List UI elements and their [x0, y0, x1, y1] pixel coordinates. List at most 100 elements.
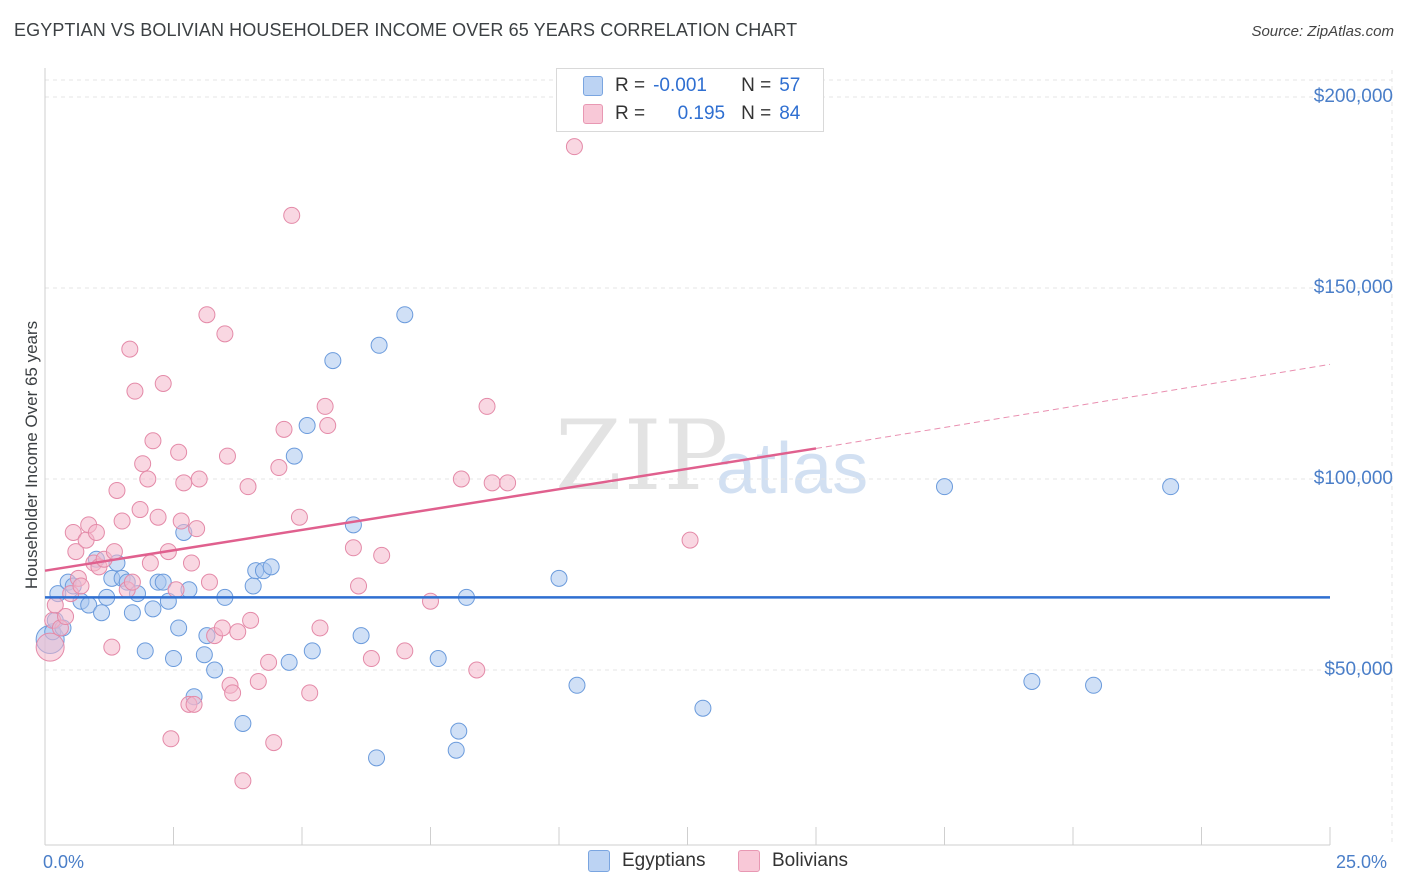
bolivians-point-4	[57, 608, 75, 626]
bolivians-point-58	[275, 420, 293, 438]
bolivians-point-64	[319, 417, 337, 435]
bolivians-point-65	[344, 539, 362, 557]
bolivians-point-42	[198, 306, 216, 324]
bolivians-point-69	[396, 642, 414, 660]
legend-row-bolivians: R = 0.195 N = 84	[583, 101, 800, 127]
watermark-atlas: atlas	[716, 429, 869, 509]
egyptians-point-37	[280, 653, 298, 671]
bolivians-point-22	[123, 573, 141, 591]
bolivians-trend-line	[44, 447, 817, 572]
egyptians-point-51	[550, 569, 568, 587]
egyptians-point-23	[165, 650, 182, 668]
bolivians-point-40	[188, 520, 206, 538]
bolivians-point-56	[265, 734, 283, 752]
bolivians-point-25	[134, 455, 152, 473]
bolivians-point-54	[249, 672, 267, 690]
bolivians-point-32	[162, 730, 180, 748]
egyptians-point-38	[285, 447, 303, 465]
bolivians-point-53	[242, 611, 260, 629]
bolivians-point-26	[139, 470, 157, 488]
egyptians-point-56	[1085, 676, 1103, 694]
bolivians-point-21	[121, 340, 139, 358]
bolivians-point-57	[270, 459, 288, 477]
legend-n-label: N =	[741, 103, 772, 124]
legend-n-value: 84	[779, 103, 801, 124]
bolivians-point-50	[229, 623, 247, 641]
egyptians-point-33	[244, 577, 262, 595]
legend-swatch-egyptians	[583, 76, 603, 96]
egyptians-point-44	[368, 749, 386, 767]
x-tick-label-min: 0.0%	[43, 852, 85, 872]
bolivians-point-63	[316, 397, 334, 415]
x-tick-label-max: 25.0%	[1336, 852, 1388, 872]
egyptians-point-48	[447, 741, 465, 759]
watermark-zip: ZIP	[555, 400, 731, 512]
bolivians-point-52	[239, 478, 257, 496]
egyptians-point-54	[936, 478, 953, 496]
bolivians-point-27	[141, 554, 159, 572]
bolivians-point-9	[72, 577, 90, 595]
bolivians-point-17	[105, 543, 123, 561]
bolivians-point-67	[362, 650, 380, 668]
bolivians-point-60	[290, 508, 308, 526]
bolivians-point-16	[103, 638, 121, 656]
bolivians-point-35	[172, 512, 190, 530]
bolivians-point-73	[478, 397, 496, 415]
bolivians-point-7	[67, 543, 85, 561]
egyptians-point-10	[93, 604, 111, 622]
egyptians-point-46	[396, 306, 414, 324]
bolivians-point-49	[224, 684, 242, 702]
egyptians-point-49	[450, 722, 468, 740]
bolivians-point-34	[170, 443, 188, 461]
bolivians-point-24	[131, 501, 149, 519]
bolivians-point-62	[311, 619, 329, 637]
bolivians-point-77	[681, 531, 699, 549]
bolivians-point-28	[144, 432, 162, 450]
bolivians-point-61	[301, 684, 319, 702]
legend-r-label: R =	[615, 75, 646, 96]
bolivians-point-6	[64, 523, 82, 541]
egyptians-point-57	[1162, 478, 1180, 496]
bolivians-point-13	[87, 523, 105, 541]
y-tick-label-3: $200,000	[1313, 86, 1393, 107]
y-tick-label-1: $100,000	[1313, 468, 1393, 489]
trend-lines	[44, 363, 1331, 599]
bolivians-point-30	[154, 375, 172, 392]
legend-r-value: 0.195	[677, 103, 726, 124]
legend-swatch-bolivians	[583, 104, 603, 124]
bolivians-point-75	[499, 474, 517, 492]
bolivians-point-46	[216, 325, 234, 343]
bolivians-point-33	[167, 581, 185, 599]
egyptians-point-19	[144, 600, 162, 618]
egyptians-point-21	[154, 573, 172, 591]
bolivians-point-39	[185, 695, 203, 713]
bottom-swatch-bolivians	[738, 850, 760, 872]
chart-source: Source: ZipAtlas.com	[1251, 23, 1394, 40]
bolivians-trend-extension	[815, 363, 1331, 449]
bolivians-point-68	[373, 546, 391, 564]
egyptians-point-55	[1023, 672, 1041, 690]
bolivians-point-66	[350, 577, 368, 595]
data-points	[35, 138, 1180, 790]
bolivians-point-47	[218, 447, 236, 465]
bolivians-point-29	[149, 508, 167, 526]
bolivians-point-76	[565, 138, 583, 156]
bolivians-point-19	[113, 512, 131, 530]
egyptians-point-52	[568, 676, 586, 694]
bolivians-point-18	[108, 481, 126, 499]
bolivians-point-59	[283, 206, 301, 224]
egyptians-point-36	[262, 558, 280, 576]
axes	[44, 68, 1331, 846]
bottom-legend-label-egyptians: Egyptians	[622, 850, 706, 871]
egyptians-point-24	[170, 619, 188, 637]
egyptians-point-43	[352, 627, 370, 645]
bolivians-point-38	[182, 554, 200, 572]
egyptians-point-16	[123, 604, 141, 622]
bolivians-point-23	[126, 382, 144, 400]
legend-row-egyptians: R = -0.001 N = 57	[583, 73, 800, 99]
egyptians-point-41	[324, 352, 342, 370]
bolivians-point-41	[190, 470, 208, 488]
egyptians-point-53	[694, 699, 712, 717]
egyptians-point-28	[195, 646, 213, 664]
